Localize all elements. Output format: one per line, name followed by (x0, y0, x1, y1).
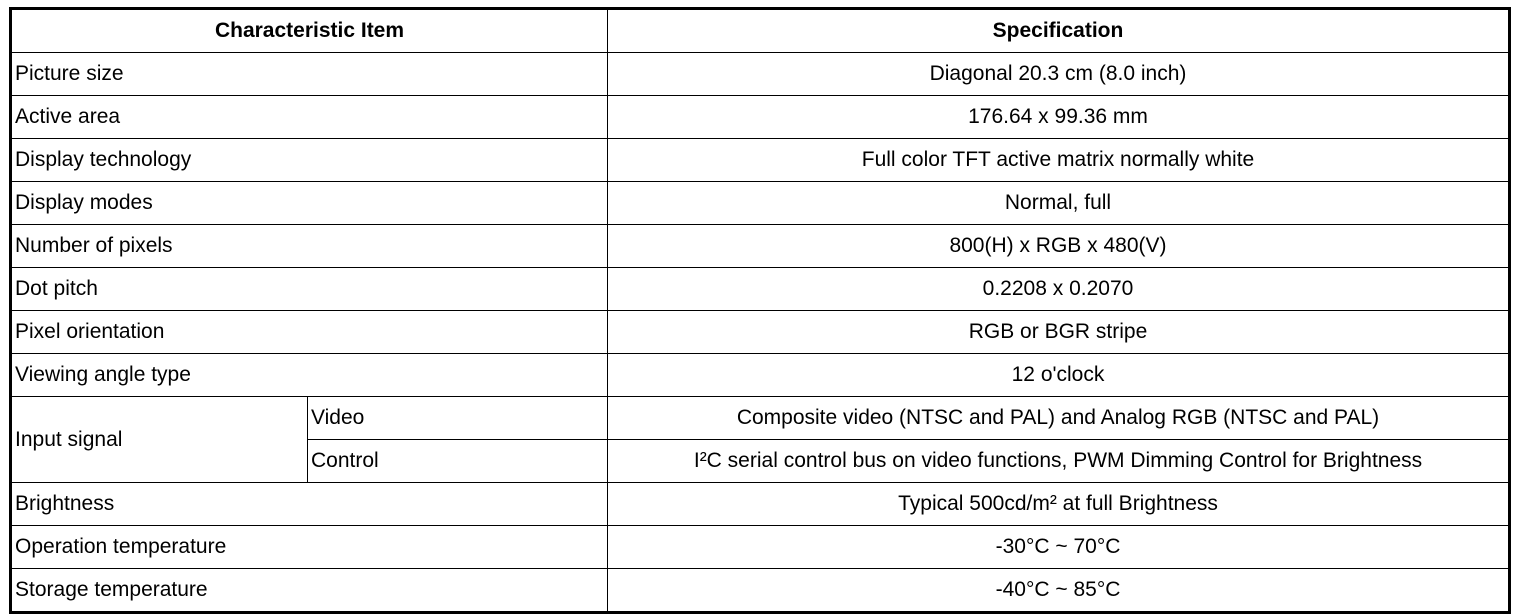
spec-cell: Typical 500cd/m² at full Brightness (607, 482, 1510, 526)
table-row: Display technology Full color TFT active… (10, 138, 1510, 182)
item-cell: Active area (10, 95, 608, 139)
item-cell: Number of pixels (10, 224, 608, 268)
spec-cell: Normal, full (607, 181, 1510, 225)
spec-cell: 800(H) x RGB x 480(V) (607, 224, 1510, 268)
item-cell: Brightness (10, 482, 608, 526)
table-row: Picture size Diagonal 20.3 cm (8.0 inch) (10, 52, 1510, 96)
table-row: Pixel orientation RGB or BGR stripe (10, 310, 1510, 354)
spec-cell: 176.64 x 99.36 mm (607, 95, 1510, 139)
table-row: Dot pitch 0.2208 x 0.2070 (10, 267, 1510, 311)
spec-cell: Diagonal 20.3 cm (8.0 inch) (607, 52, 1510, 96)
table-row: Input signal Video Composite video (NTSC … (10, 396, 1510, 483)
item-cell: Display modes (10, 181, 608, 225)
item-cell: Display technology (10, 138, 608, 182)
spec-cell: Composite video (NTSC and PAL) and Analo… (607, 396, 1510, 440)
spec-cell: RGB or BGR stripe (607, 310, 1510, 354)
header-characteristic-item: Characteristic Item (10, 8, 608, 53)
item-cell: Dot pitch (10, 267, 608, 311)
sub-item-cell: Video (307, 396, 608, 440)
table-row: Control I²C serial control bus on video … (11, 439, 1510, 483)
item-cell: Operation temperature (10, 525, 608, 569)
spec-cell: I²C serial control bus on video function… (607, 439, 1510, 483)
spec-cell: Full color TFT active matrix normally wh… (607, 138, 1510, 182)
header-specification: Specification (607, 8, 1510, 53)
input-signal-cell: Input signal (10, 396, 308, 483)
table-row: Brightness Typical 500cd/m² at full Brig… (10, 482, 1510, 526)
item-cell: Viewing angle type (10, 353, 608, 397)
item-cell: Pixel orientation (10, 310, 608, 354)
item-cell: Picture size (10, 52, 608, 96)
spec-cell: 12 o'clock (607, 353, 1510, 397)
spec-cell: 0.2208 x 0.2070 (607, 267, 1510, 311)
spec-cell: -30°C ~ 70°C (607, 525, 1510, 569)
table-row: Number of pixels 800(H) x RGB x 480(V) (10, 224, 1510, 268)
table-row: Viewing angle type 12 o'clock (10, 353, 1510, 397)
spec-table: Characteristic Item Specification Pictur… (9, 7, 1511, 614)
table-row: Operation temperature -30°C ~ 70°C (10, 525, 1510, 569)
table-row: Active area 176.64 x 99.36 mm (10, 95, 1510, 139)
header-row: Characteristic Item Specification (10, 8, 1510, 53)
sub-item-cell: Control (307, 439, 608, 483)
table-row: Display modes Normal, full (10, 181, 1510, 225)
